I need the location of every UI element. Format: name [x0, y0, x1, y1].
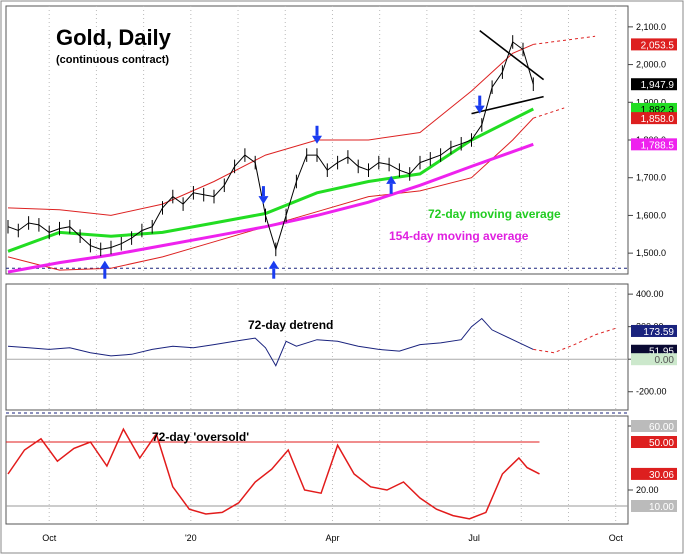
price-close-line — [7, 41, 534, 252]
y-tick-label: 400.00 — [636, 289, 664, 299]
value-tag — [631, 78, 677, 91]
x-tick-label: Jul — [468, 533, 480, 543]
value-tag — [631, 436, 677, 448]
arrow-down-icon — [258, 186, 269, 205]
y-tick-label: 1,900.0 — [636, 97, 666, 107]
arrow-head — [268, 260, 279, 269]
oversold-panel — [5, 415, 629, 525]
arrow-head — [258, 196, 269, 205]
upper-envelope-line — [7, 43, 534, 216]
x-tick-label: Oct — [609, 533, 624, 543]
y-tick-label: 20.00 — [636, 485, 659, 495]
y-tick-label: 1,700.0 — [636, 173, 666, 183]
arrow-down-icon — [312, 125, 322, 144]
oversold-title: 72-day 'oversold' — [152, 430, 249, 444]
value-tag-label: 1,882.3 — [641, 105, 675, 116]
arrow-head — [312, 135, 322, 144]
value-tag-label: 0.00 — [655, 355, 675, 366]
arrow-head — [474, 105, 485, 114]
ma72-annotation: 72-day moving average — [428, 207, 561, 221]
value-tag-label: 60.00 — [649, 422, 674, 433]
x-tick-label: Oct — [42, 533, 57, 543]
y-tick-label: 2,100.0 — [636, 22, 666, 32]
value-tag-label: 1,788.5 — [641, 140, 675, 151]
value-tags-layer: 2,053.5 1,947.9 1,882.31,858.0 1,788.5 173.5… — [631, 38, 677, 513]
value-tag-label: 173.59 — [643, 327, 674, 338]
value-tag-label: 10.00 — [649, 502, 674, 513]
ma154-line — [7, 142, 534, 274]
triangle-lower-trendline — [471, 95, 544, 115]
detrend-line — [7, 317, 534, 367]
value-tag-label: 50.00 — [649, 438, 674, 449]
arrow-head — [99, 260, 110, 269]
arrow-up-icon — [268, 260, 279, 279]
value-tag — [631, 324, 677, 337]
arrow-up-icon — [386, 175, 397, 194]
y-tick-label: 2,000.0 — [636, 60, 666, 70]
oversold-line — [7, 427, 540, 520]
detrend-panel — [5, 283, 629, 411]
upper-envelope-projection — [533, 35, 596, 45]
value-tag — [631, 420, 677, 432]
value-tag — [631, 138, 677, 151]
arrow-down-icon — [474, 95, 485, 114]
arrow-head — [386, 175, 397, 184]
x-tick-label: Apr — [325, 533, 339, 543]
chart-subtitle: (continuous contract) — [56, 54, 169, 66]
ma154-annotation: 154-day moving average — [389, 229, 529, 243]
y-tick-label: 1,500.0 — [636, 248, 666, 258]
marks-layer — [99, 29, 545, 279]
value-tag — [631, 353, 677, 366]
value-tag-label: 1,858.0 — [641, 114, 675, 125]
y-tick-label: 1,600.0 — [636, 210, 666, 220]
detrend-projection — [533, 327, 616, 354]
value-tag-label: 30.06 — [649, 470, 674, 481]
arrow-up-icon — [99, 260, 110, 279]
x-tick-label: '20 — [185, 533, 197, 543]
detrend-title: 72-day detrend — [248, 318, 333, 332]
value-tag — [631, 112, 677, 125]
value-tag — [631, 102, 677, 115]
value-tag-label: 51.95 — [649, 347, 674, 358]
value-tag — [631, 38, 677, 51]
triangle-upper-trendline — [479, 29, 545, 81]
y-tick-label: -200.00 — [636, 387, 667, 397]
value-tag — [631, 467, 677, 480]
value-tag-label: 2,053.5 — [641, 40, 675, 51]
grid-layer — [6, 6, 628, 524]
value-tag-label: 1,947.9 — [641, 80, 675, 91]
value-tag — [631, 500, 677, 512]
series-layer — [7, 35, 616, 520]
chart-title: Gold, Daily — [56, 25, 172, 50]
